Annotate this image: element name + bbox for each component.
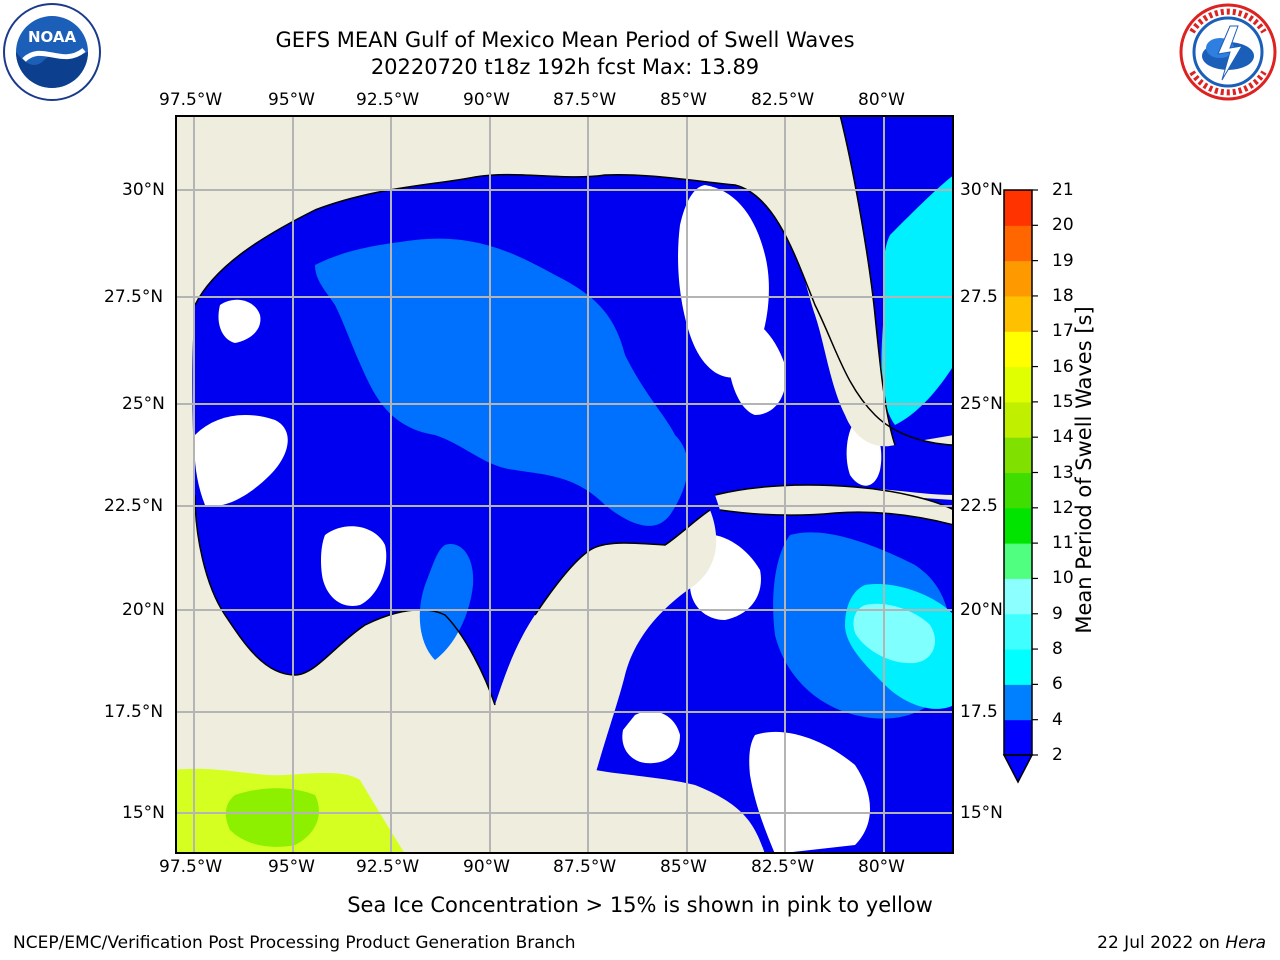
colorbar-segment [1004, 190, 1032, 226]
colorbar-segment [1004, 225, 1032, 262]
no-data-patches [194, 185, 882, 854]
lon-tick-bottom: 90°W [463, 857, 510, 877]
lon-tick-top: 87.5°W [553, 90, 617, 110]
swell-caribbean-8s [853, 603, 935, 664]
footer-date-text: 22 Jul 2022 on [1097, 933, 1226, 953]
colorbar-tick-label: 15 [1052, 391, 1074, 412]
colorbar-label: Mean Period of Swell Waves [s] [1072, 306, 1096, 634]
lat-tick-right: 15°N [960, 803, 1003, 823]
colorbar-segment [1004, 295, 1032, 332]
colorbar-tick-label: 17 [1052, 321, 1074, 342]
noaa-logo: NOAA [2, 2, 102, 102]
lon-tick-bottom: 87.5°W [553, 857, 617, 877]
lat-tick-right: 30°N [960, 180, 1003, 200]
chart-title: GEFS MEAN Gulf of Mexico Mean Period of … [275, 28, 855, 52]
colorbar [1000, 185, 1046, 785]
lat-tick-left: 20°N [122, 600, 165, 620]
colorbar-tick-label: 12 [1052, 497, 1074, 518]
colorbar-tick-label: 8 [1052, 639, 1063, 660]
colorbar-tick-label: 21 [1052, 180, 1074, 200]
colorbar-segment [1004, 649, 1032, 685]
lon-tick-bottom: 97.5°W [159, 857, 223, 877]
florida-land [775, 115, 895, 447]
colorbar-segment [1004, 719, 1032, 756]
swell-4s-patch-south [419, 544, 474, 660]
lon-tick-top: 82.5°W [751, 90, 815, 110]
nws-logo [1178, 2, 1278, 102]
coastlines [194, 114, 955, 706]
colorbar-segment [1004, 613, 1032, 650]
footer-host: Hera [1225, 933, 1266, 953]
colorbar-segment [1004, 472, 1032, 509]
colorbar-tick-label: 11 [1052, 533, 1074, 554]
sea-ice-area-inner [225, 788, 319, 847]
lat-tick-right: 22.5 [960, 496, 998, 516]
colorbar-tick-label: 4 [1052, 709, 1063, 730]
colorbar-tick-label: 18 [1052, 285, 1074, 306]
lon-tick-bottom: 82.5°W [751, 857, 815, 877]
map-frame [175, 115, 954, 854]
chart-subtitle: 20220720 t18z 192h fcst Max: 13.89 [370, 55, 760, 79]
colorbar-tick-label: 13 [1052, 462, 1074, 483]
yucatan-land [475, 510, 717, 854]
lat-tick-left: 22.5°N [104, 496, 164, 516]
colorbar-segment [1004, 437, 1032, 473]
lat-tick-right: 27.5 [960, 287, 998, 307]
lon-tick-bottom: 85°W [660, 857, 707, 877]
lon-tick-top: 95°W [268, 90, 315, 110]
lat-tick-left: 27.5°N [104, 287, 164, 307]
sea-ice-caption: Sea Ice Concentration > 15% is shown in … [347, 893, 933, 917]
map-panel [175, 114, 955, 854]
lon-tick-bottom: 92.5°W [356, 857, 420, 877]
swell-4s-patch [315, 238, 688, 526]
lat-tick-right: 25°N [960, 394, 1003, 414]
lat-tick-left: 25°N [122, 394, 165, 414]
lat-tick-left: 17.5°N [104, 702, 164, 722]
lon-tick-top: 92.5°W [356, 90, 420, 110]
colorbar-segment [1004, 684, 1032, 721]
colorbar-segment [1004, 507, 1032, 544]
colorbar-tick-label: 16 [1052, 356, 1074, 377]
lon-tick-top: 90°W [463, 90, 510, 110]
colorbar-segment [1004, 331, 1032, 368]
lon-tick-top: 85°W [660, 90, 707, 110]
colorbar-tick-label: 6 [1052, 674, 1063, 695]
colorbar-segment [1004, 578, 1032, 615]
swell-atlantic-6s [881, 175, 954, 425]
colorbar-tick-label: 2 [1052, 745, 1063, 765]
colorbar-segment [1004, 366, 1032, 403]
lat-tick-left: 15°N [122, 803, 165, 823]
noaa-logo-text: NOAA [28, 28, 77, 46]
footer-date: 22 Jul 2022 on Hera [1097, 932, 1266, 954]
colorbar-segment [1004, 401, 1032, 438]
colorbar-tick-label: 10 [1052, 568, 1074, 589]
footer-credit: NCEP/EMC/Verification Post Processing Pr… [13, 933, 576, 953]
lat-tick-left: 30°N [122, 180, 165, 200]
graticule [175, 115, 954, 854]
lon-tick-top: 97.5°W [159, 90, 223, 110]
colorbar-tick-label: 9 [1052, 603, 1063, 624]
colorbar-extend-arrow [1002, 754, 1034, 784]
colorbar-tick-labels: 2 4 6 8 9 10 11 12 13 14 15 16 17 18 19 20 21 [1052, 180, 1092, 765]
colorbar-segment [1004, 543, 1032, 579]
lon-tick-bottom: 95°W [268, 857, 315, 877]
lat-tick-right: 17.5 [960, 702, 998, 722]
lon-tick-top: 80°W [858, 90, 905, 110]
colorbar-tick-label: 14 [1052, 427, 1074, 448]
lon-tick-bottom: 80°W [858, 857, 905, 877]
colorbar-tick-label: 19 [1052, 250, 1074, 271]
colorbar-segment [1004, 260, 1032, 297]
lat-tick-right: 20°N [960, 600, 1003, 620]
colorbar-tick-label: 20 [1052, 215, 1074, 236]
